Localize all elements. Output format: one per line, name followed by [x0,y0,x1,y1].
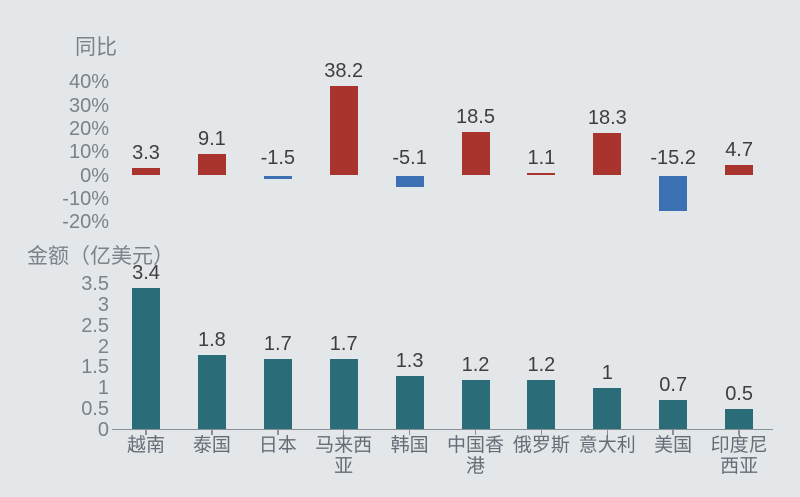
category-label: 中国香港 [446,435,504,477]
amount-value-label: 0.5 [725,382,753,405]
category-label: 日本 [258,435,297,456]
yoy-y-tick-label: 20% [68,117,109,140]
x-axis-tick [145,429,147,435]
amount-value-label: 1.7 [263,332,292,355]
amount-bar [527,379,556,430]
category-label: 越南 [126,435,165,456]
yoy-value-label: 4.7 [725,138,753,161]
x-axis-tick [474,429,477,435]
amount-value-label: 1.2 [461,353,490,376]
x-axis-tick [672,429,674,435]
yoy-bar [593,132,622,176]
yoy-bar [132,167,160,176]
yoy-value-label: -1.5 [260,146,296,169]
amount-value-label: 1 [601,362,613,384]
yoy-bar [659,175,688,211]
amount-bar [263,358,292,430]
yoy-bar [329,86,358,176]
amount-bar [461,379,490,430]
x-axis-tick [606,429,609,435]
category-label: 马来西亚 [315,435,373,477]
category-label: 泰国 [192,435,231,456]
yoy-y-tick-label: 30% [68,94,109,117]
yoy-bar [527,172,556,176]
x-axis-tick [408,429,411,435]
yoy-bar [395,175,424,188]
amount-y-tick-label: 2 [97,335,109,358]
amount-bar [395,375,424,430]
amount-y-tick-label: 0.5 [81,397,109,420]
category-label: 印度尼 西亚 [710,435,768,477]
yoy-bar [725,164,754,176]
amount-value-label: 1.8 [197,328,226,351]
amount-value-label: 1.3 [395,349,424,372]
amount-bar [132,288,160,430]
x-axis-tick [342,429,345,435]
amount-y-tick-label: 3.5 [81,273,109,296]
category-label: 韩国 [390,435,429,456]
amount-value-label: 1.2 [527,353,556,376]
amount-y-tick-label: 1.5 [81,356,109,379]
amount-value-label: 1.7 [329,332,358,355]
yoy-y-tick-label: -10% [62,187,109,210]
yoy-y-tick-label: 0% [80,164,109,187]
yoy-value-label: 1.1 [527,146,556,169]
yoy-bar [263,175,292,179]
x-axis-tick [277,429,279,435]
x-axis-tick [738,429,740,435]
amount-y-tick-label: 3 [97,294,109,316]
yoy-y-tick-label: -20% [62,211,109,234]
yoy-y-tick-label: 40% [68,71,109,94]
amount-y-tick-label: 0 [97,418,109,441]
x-axis-tick [211,429,213,435]
amount-bar [197,354,226,430]
yoy-bar [197,154,226,176]
amount-chart-title: 金额（亿美元） [27,245,174,268]
amount-y-tick-label: 1 [97,377,109,399]
yoy-value-label: 18.5 [456,106,495,129]
amount-bar [593,388,622,430]
yoy-value-label: 3.3 [132,141,160,164]
yoy-value-label: 18.3 [587,106,627,129]
x-axis-tick [540,429,543,435]
x-axis-line [112,428,773,431]
yoy-value-label: -5.1 [392,146,427,169]
yoy-value-label: 38.2 [324,60,364,83]
amount-value-label: 0.7 [659,374,688,397]
yoy-value-label: 9.1 [197,128,226,151]
yoy-bar [461,132,490,176]
yoy-y-tick-label: 10% [68,141,109,164]
category-label: 意大利 [578,435,636,456]
amount-value-label: 3.4 [132,262,160,285]
yoy-value-label: -15.2 [650,146,696,169]
category-label: 俄罗斯 [512,435,570,456]
amount-y-tick-label: 2.5 [81,314,109,337]
amount-bar [725,408,754,430]
category-label: 美国 [654,435,693,456]
amount-bar [659,400,688,430]
yoy-chart-title: 同比 [75,36,117,59]
amount-bar [329,358,358,430]
